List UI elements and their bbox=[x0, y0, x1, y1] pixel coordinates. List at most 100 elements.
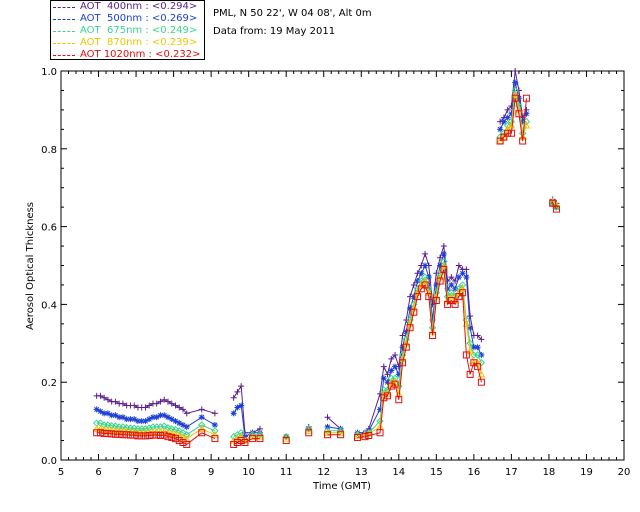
point-s1-56 bbox=[437, 262, 444, 269]
point-s4-39 bbox=[365, 431, 373, 439]
point-s4-7 bbox=[119, 431, 127, 439]
point-s4-26 bbox=[211, 435, 219, 443]
point-s2-26 bbox=[211, 427, 219, 435]
point-s0-46 bbox=[399, 332, 406, 339]
point-s4-15 bbox=[149, 431, 157, 439]
point-s1-68 bbox=[497, 126, 504, 133]
point-s1-16 bbox=[153, 414, 160, 421]
point-s2-36 bbox=[336, 427, 345, 435]
point-s0-13 bbox=[142, 404, 149, 411]
point-s4-40 bbox=[376, 429, 384, 437]
point-s0-25 bbox=[198, 406, 205, 413]
point-s0-5 bbox=[112, 398, 119, 405]
point-s1-65 bbox=[470, 344, 477, 351]
point-s2-14 bbox=[145, 424, 153, 432]
point-s1-57 bbox=[440, 250, 447, 257]
point-s4-2 bbox=[100, 430, 108, 438]
point-s4-65 bbox=[470, 359, 478, 367]
point-s4-3 bbox=[104, 430, 112, 438]
point-s1-10 bbox=[131, 416, 138, 423]
point-s4-66 bbox=[474, 363, 482, 371]
point-s1-8 bbox=[123, 416, 130, 423]
point-s2-22 bbox=[175, 427, 183, 435]
point-s0-57 bbox=[440, 243, 447, 250]
point-s1-14 bbox=[146, 416, 153, 423]
legend-label-1020nm: AOT 1020nm : <0.232> bbox=[80, 49, 201, 60]
point-s2-64 bbox=[466, 339, 474, 348]
y-axis-title: Aerosol Optical Thickness bbox=[25, 202, 36, 330]
point-s3-18 bbox=[160, 427, 169, 435]
point-s0-17 bbox=[157, 398, 164, 405]
point-s1-4 bbox=[108, 412, 115, 419]
point-s0-26 bbox=[211, 410, 218, 417]
point-s0-18 bbox=[161, 396, 168, 403]
series-line-1 bbox=[96, 82, 557, 438]
series-3 bbox=[92, 90, 561, 444]
point-s0-24 bbox=[183, 410, 190, 417]
point-s2-31 bbox=[248, 431, 257, 439]
point-s3-77 bbox=[552, 201, 561, 209]
point-s0-43 bbox=[388, 355, 395, 362]
point-s4-56 bbox=[436, 277, 444, 285]
point-s1-38 bbox=[362, 429, 369, 436]
point-s1-11 bbox=[134, 418, 141, 425]
point-s0-7 bbox=[119, 400, 126, 407]
date-label: Data from: 19 May 2011 bbox=[213, 26, 336, 37]
point-s4-46 bbox=[399, 359, 407, 367]
x-tick-label-17: 17 bbox=[505, 467, 518, 478]
point-s4-75 bbox=[522, 94, 530, 102]
point-s1-23 bbox=[179, 421, 186, 428]
point-s4-42 bbox=[384, 392, 392, 400]
point-s3-0 bbox=[92, 424, 101, 432]
point-s4-5 bbox=[111, 430, 119, 438]
point-s3-51 bbox=[417, 280, 426, 288]
point-s4-67 bbox=[477, 378, 485, 386]
point-s0-19 bbox=[164, 398, 171, 405]
point-s0-41 bbox=[380, 363, 387, 370]
point-s1-9 bbox=[127, 416, 134, 423]
series-2 bbox=[92, 86, 561, 445]
point-s0-64 bbox=[467, 313, 474, 320]
point-s2-24 bbox=[183, 431, 191, 439]
point-s4-76 bbox=[549, 199, 557, 207]
x-tick-label-19: 19 bbox=[580, 467, 593, 478]
point-s4-49 bbox=[410, 308, 418, 316]
data-series bbox=[92, 68, 561, 448]
legend-label-675nm: AOT 675nm : <0.249> bbox=[80, 25, 198, 36]
point-s2-62 bbox=[458, 281, 467, 289]
point-s4-68 bbox=[496, 137, 504, 145]
series-line-4 bbox=[96, 98, 557, 445]
point-s3-59 bbox=[447, 292, 456, 300]
point-s1-51 bbox=[418, 270, 425, 277]
point-s4-71 bbox=[507, 129, 515, 137]
x-tick-label-14: 14 bbox=[392, 467, 405, 478]
point-s3-29 bbox=[237, 432, 246, 440]
point-s2-72 bbox=[511, 86, 519, 95]
point-s1-67 bbox=[478, 351, 485, 358]
point-s0-70 bbox=[504, 106, 511, 113]
point-s4-12 bbox=[138, 432, 146, 440]
point-s2-32 bbox=[256, 431, 264, 439]
point-s0-61 bbox=[455, 262, 462, 269]
point-s3-62 bbox=[458, 284, 467, 292]
x-tick-label-11: 11 bbox=[280, 467, 293, 478]
point-s3-6 bbox=[115, 426, 124, 434]
point-s4-1 bbox=[96, 429, 104, 437]
point-s4-28 bbox=[233, 438, 241, 446]
legend-item-500nm: AOT 500nm : <0.269> bbox=[53, 13, 197, 25]
point-s0-21 bbox=[172, 402, 179, 409]
point-s0-3 bbox=[104, 396, 111, 403]
y-tick-label-1.0: 1.0 bbox=[41, 67, 57, 78]
legend-item-870nm: AOT 870nm : <0.239> bbox=[53, 37, 197, 49]
x-tick-label-8: 8 bbox=[170, 467, 176, 478]
y-tick-label-0.0: 0.0 bbox=[41, 456, 57, 467]
point-s4-32 bbox=[256, 435, 264, 443]
point-s4-73 bbox=[515, 110, 523, 118]
point-s4-22 bbox=[175, 437, 183, 445]
point-s2-57 bbox=[440, 257, 448, 266]
point-s0-49 bbox=[410, 281, 417, 288]
point-s0-60 bbox=[452, 278, 459, 285]
point-s1-61 bbox=[455, 274, 462, 281]
point-s4-47 bbox=[402, 343, 410, 351]
point-s1-54 bbox=[429, 316, 436, 323]
